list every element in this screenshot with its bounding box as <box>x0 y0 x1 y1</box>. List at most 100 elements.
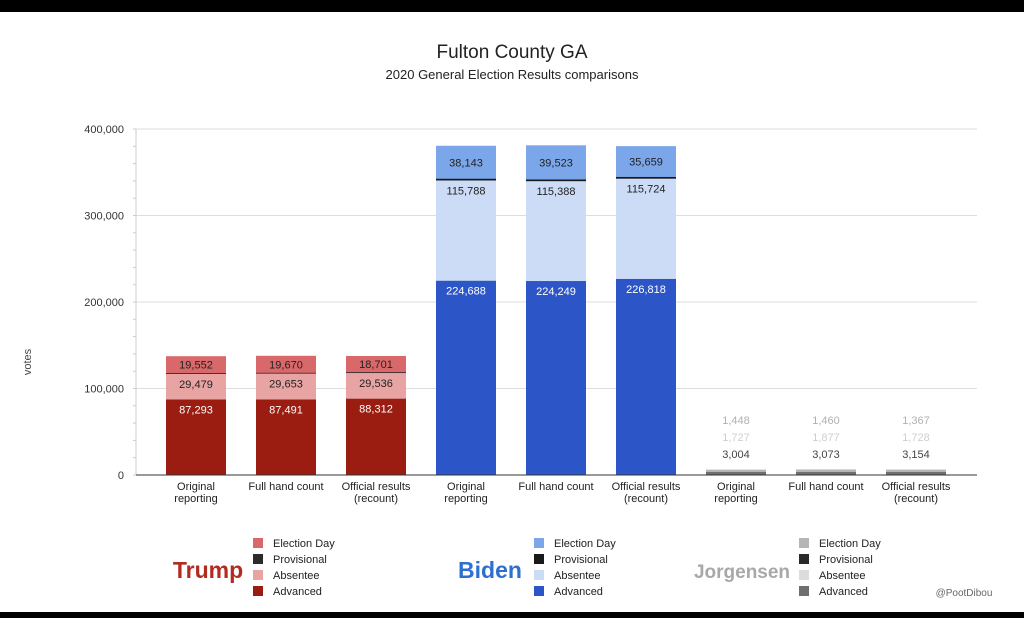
bar-jorgensen-advanced-sliver <box>886 472 946 475</box>
legend-swatch-biden-advanced <box>534 586 544 596</box>
bar-trump-election-day-3 <box>346 356 406 373</box>
bar-biden-provisional-2 <box>526 178 586 182</box>
bar-trump-absentee-3 <box>346 373 406 399</box>
legend-swatch-trump-election-day <box>253 538 263 548</box>
legend-label-trump-election-day: Election Day <box>273 538 335 550</box>
legends: Election Day Provisional Absentee Advanced T… <box>173 538 881 598</box>
legend-swatch-jorgensen-advanced <box>799 586 809 596</box>
y-tick-label: 300,000 <box>84 211 124 223</box>
y-tick-label: 400,000 <box>84 124 124 136</box>
bar-biden-provisional-1 <box>436 177 496 181</box>
legend-label-biden-advanced: Advanced <box>554 586 603 598</box>
bar-biden-advanced-1 <box>436 280 496 475</box>
data-label-jorgensen-election-day-3: 1,367 <box>902 415 930 427</box>
data-label-biden-advanced-1: 224,688 <box>446 286 486 298</box>
data-label-trump-absentee-1: 29,479 <box>179 379 213 391</box>
y-axis-label: votes <box>22 348 34 375</box>
data-labels: 19,552 29,479 87,293 19,670 29,653 87,491 18,7… <box>179 157 930 461</box>
data-label-trump-advanced-3: 88,312 <box>359 404 393 416</box>
bar-trump-advanced-3 <box>346 398 406 475</box>
bar-jorgensen-election-day-sliver <box>706 470 766 472</box>
x-tick-label: Official results <box>342 481 411 493</box>
credit-text: @PootDibou <box>936 588 993 599</box>
data-label-trump-election-day-2: 19,670 <box>269 359 303 371</box>
candidate-name-trump: Trump <box>173 557 243 583</box>
bar-trump-absentee-1 <box>166 373 226 400</box>
x-tick-label: (recount) <box>354 493 398 505</box>
election-results-chart: Fulton County GA 2020 General Election R… <box>22 42 993 599</box>
bar-jorgensen-election-day-sliver <box>796 470 856 472</box>
data-label-jorgensen-absentee-3: 1,728 <box>902 432 930 444</box>
legend-swatch-trump-absentee <box>253 570 263 580</box>
data-label-biden-absentee-3: 115,724 <box>627 184 666 196</box>
x-tick-label: Official results <box>612 481 681 493</box>
bar-biden-advanced-2 <box>526 281 586 475</box>
legend-label-jorgensen-advanced: Advanced <box>819 586 868 598</box>
data-label-jorgensen-advanced-1: 3,004 <box>722 449 750 461</box>
y-tick-label: 0 <box>118 470 124 482</box>
data-label-jorgensen-advanced-3: 3,154 <box>902 449 930 461</box>
legend-swatch-trump-provisional <box>253 554 263 564</box>
legend-swatch-jorgensen-absentee <box>799 570 809 580</box>
data-label-trump-election-day-3: 18,701 <box>359 359 393 371</box>
x-tick-label: Original <box>177 481 215 493</box>
data-label-jorgensen-advanced-2: 3,073 <box>812 449 840 461</box>
bar-trump-election-day-1 <box>166 356 226 374</box>
chart-frame: Fulton County GA 2020 General Election R… <box>0 12 1024 612</box>
data-label-biden-election-day-2: 39,523 <box>539 157 573 169</box>
bar-jorgensen-advanced-sliver <box>796 472 856 475</box>
y-tick-label: 100,000 <box>84 384 124 396</box>
bar-trump-advanced-2 <box>256 399 316 475</box>
legend-swatch-biden-election-day <box>534 538 544 548</box>
x-tick-label: Original <box>447 481 485 493</box>
data-label-trump-absentee-3: 29,536 <box>359 378 393 390</box>
y-tick-label: 200,000 <box>84 297 124 309</box>
data-label-jorgensen-absentee-1: 1,727 <box>722 432 750 444</box>
data-label-jorgensen-election-day-2: 1,460 <box>812 415 840 427</box>
bars <box>166 145 946 475</box>
candidate-name-biden: Biden <box>458 557 522 583</box>
x-tick-label: (recount) <box>894 493 938 505</box>
data-label-biden-election-day-3: 35,659 <box>629 157 663 169</box>
x-tick-label: reporting <box>444 493 487 505</box>
legend-label-trump-advanced: Advanced <box>273 586 322 598</box>
bar-biden-absentee-1 <box>436 180 496 281</box>
x-tick-label: (recount) <box>624 493 668 505</box>
legend-label-biden-provisional: Provisional <box>554 554 608 566</box>
bar-biden-election-day-2 <box>526 145 586 180</box>
legend-label-jorgensen-election-day: Election Day <box>819 538 881 550</box>
bar-trump-absentee-2 <box>256 373 316 400</box>
bar-biden-advanced-3 <box>616 278 676 475</box>
data-label-trump-election-day-1: 19,552 <box>179 360 213 372</box>
x-tick-label: reporting <box>714 493 757 505</box>
bar-biden-absentee-2 <box>526 181 586 282</box>
legend-swatch-biden-provisional <box>534 554 544 564</box>
axes: 0100,000200,000300,000400,000Originalrep… <box>84 124 977 505</box>
legend-label-trump-provisional: Provisional <box>273 554 327 566</box>
legend-label-jorgensen-absentee: Absentee <box>819 570 865 582</box>
legend-label-biden-absentee: Absentee <box>554 570 600 582</box>
legend-label-trump-absentee: Absentee <box>273 570 319 582</box>
data-label-jorgensen-absentee-2: 1,877 <box>812 432 840 444</box>
x-tick-label: reporting <box>174 493 217 505</box>
bar-biden-election-day-1 <box>436 145 496 179</box>
legend-swatch-biden-absentee <box>534 570 544 580</box>
bar-biden-absentee-3 <box>616 178 676 279</box>
x-tick-label: Full hand count <box>518 481 593 493</box>
bar-trump-advanced-1 <box>166 399 226 475</box>
x-tick-label: Original <box>717 481 755 493</box>
legend-swatch-jorgensen-provisional <box>799 554 809 564</box>
bar-biden-provisional-3 <box>616 175 676 179</box>
legend-swatch-trump-advanced <box>253 586 263 596</box>
data-label-trump-advanced-2: 87,491 <box>269 404 303 416</box>
data-label-jorgensen-election-day-1: 1,448 <box>722 415 750 427</box>
data-label-biden-absentee-1: 115,788 <box>447 185 486 197</box>
x-tick-label: Full hand count <box>248 481 323 493</box>
legend-swatch-jorgensen-election-day <box>799 538 809 548</box>
bar-jorgensen-election-day-sliver <box>886 470 946 472</box>
chart-subtitle: 2020 General Election Results comparison… <box>386 67 639 82</box>
legend-label-jorgensen-provisional: Provisional <box>819 554 873 566</box>
data-label-trump-advanced-1: 87,293 <box>179 404 213 416</box>
bar-biden-election-day-3 <box>616 146 676 177</box>
candidate-name-jorgensen: Jorgensen <box>694 562 790 583</box>
